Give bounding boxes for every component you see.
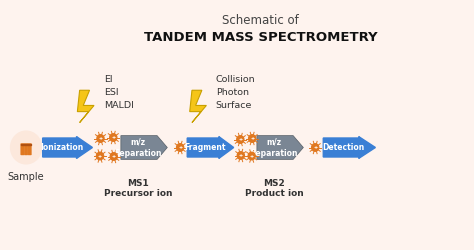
Circle shape bbox=[237, 152, 245, 159]
Text: m/z
Separation: m/z Separation bbox=[250, 138, 298, 158]
Text: Photon: Photon bbox=[216, 88, 249, 97]
Bar bbox=[21, 144, 31, 145]
Text: +: + bbox=[112, 154, 116, 159]
Text: +: + bbox=[98, 154, 102, 158]
Text: ESI: ESI bbox=[104, 88, 119, 97]
Circle shape bbox=[248, 152, 255, 160]
Text: MS2
Product ion: MS2 Product ion bbox=[245, 178, 303, 198]
Text: MALDI: MALDI bbox=[104, 102, 134, 110]
Circle shape bbox=[312, 144, 319, 151]
Circle shape bbox=[97, 135, 104, 142]
Polygon shape bbox=[77, 90, 94, 122]
Text: +: + bbox=[111, 135, 115, 140]
Text: +: + bbox=[250, 136, 254, 141]
Polygon shape bbox=[257, 136, 303, 160]
FancyArrow shape bbox=[43, 136, 92, 158]
Text: Fragment: Fragment bbox=[184, 143, 226, 152]
Circle shape bbox=[237, 136, 244, 143]
Text: +: + bbox=[238, 137, 242, 142]
Text: TANDEM MASS SPECTROMETRY: TANDEM MASS SPECTROMETRY bbox=[144, 31, 377, 44]
Circle shape bbox=[176, 144, 184, 151]
FancyBboxPatch shape bbox=[28, 144, 31, 155]
Text: EI: EI bbox=[104, 74, 113, 84]
Text: MS1
Precursor ion: MS1 Precursor ion bbox=[104, 178, 173, 198]
Text: +: + bbox=[313, 145, 317, 150]
Text: Sample: Sample bbox=[8, 172, 45, 182]
Circle shape bbox=[97, 152, 104, 160]
FancyArrow shape bbox=[323, 136, 375, 158]
Text: Collision: Collision bbox=[216, 74, 255, 84]
Text: m/z
Separation: m/z Separation bbox=[114, 138, 162, 158]
Circle shape bbox=[109, 134, 117, 141]
Text: +: + bbox=[239, 153, 243, 158]
Text: Schematic of: Schematic of bbox=[222, 14, 299, 26]
Polygon shape bbox=[121, 136, 167, 160]
FancyBboxPatch shape bbox=[24, 144, 28, 155]
FancyArrow shape bbox=[187, 136, 234, 158]
Text: Surface: Surface bbox=[216, 102, 252, 110]
FancyBboxPatch shape bbox=[21, 144, 24, 155]
Text: +: + bbox=[99, 136, 102, 141]
Circle shape bbox=[11, 132, 41, 164]
Text: +: + bbox=[178, 145, 182, 150]
Text: Detection: Detection bbox=[322, 143, 364, 152]
Circle shape bbox=[248, 135, 256, 142]
Text: +: + bbox=[250, 154, 254, 158]
Polygon shape bbox=[190, 90, 206, 122]
Text: Ionization: Ionization bbox=[40, 143, 83, 152]
Circle shape bbox=[110, 153, 118, 160]
